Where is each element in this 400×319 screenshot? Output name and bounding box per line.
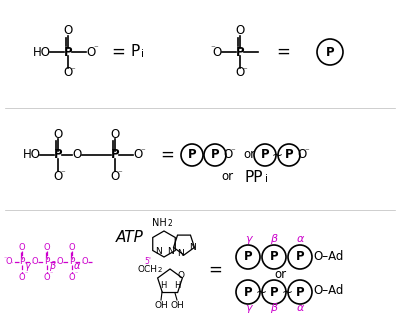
Text: N: N	[167, 248, 173, 256]
Text: P: P	[64, 46, 72, 58]
Text: P: P	[188, 149, 196, 161]
Text: ⁻: ⁻	[61, 169, 65, 179]
Text: O: O	[297, 149, 307, 161]
Text: HO: HO	[23, 149, 41, 161]
Text: ⁻: ⁻	[305, 147, 309, 157]
Text: HO: HO	[33, 46, 51, 58]
Text: 5': 5'	[144, 257, 152, 266]
Text: α: α	[74, 261, 80, 271]
Text: O: O	[235, 25, 245, 38]
Text: PP: PP	[245, 169, 263, 184]
Text: γ: γ	[24, 261, 30, 271]
Text: O: O	[72, 149, 82, 161]
Text: O: O	[86, 46, 96, 58]
Text: =: =	[276, 43, 290, 61]
Text: 2: 2	[158, 267, 162, 273]
Text: O: O	[69, 272, 75, 281]
Text: O: O	[19, 272, 25, 281]
Text: O: O	[110, 128, 120, 140]
Text: ~: ~	[256, 286, 266, 299]
Text: ~: ~	[282, 286, 292, 299]
Text: H: H	[174, 281, 180, 291]
Text: P: P	[69, 257, 75, 266]
Text: P: P	[285, 149, 293, 161]
Text: β: β	[270, 303, 278, 313]
Text: P: P	[296, 286, 304, 299]
Text: P: P	[130, 43, 140, 58]
Text: ⁻: ⁻	[118, 169, 122, 179]
Text: P: P	[244, 250, 252, 263]
Text: O: O	[6, 257, 12, 266]
Text: N: N	[178, 249, 184, 257]
Text: or: or	[243, 149, 255, 161]
Text: H: H	[160, 281, 166, 291]
Text: O: O	[53, 169, 63, 182]
Text: P: P	[19, 257, 25, 266]
Text: i: i	[140, 49, 144, 59]
Text: N: N	[190, 243, 196, 253]
Text: O: O	[82, 257, 88, 266]
Text: OH: OH	[170, 301, 184, 310]
Text: γ: γ	[245, 303, 251, 313]
Text: ⁻: ⁻	[243, 66, 247, 76]
Text: ⁻: ⁻	[49, 272, 53, 278]
Text: O: O	[44, 272, 50, 281]
Text: P: P	[244, 286, 252, 299]
Text: or: or	[274, 268, 286, 280]
Text: NH: NH	[152, 218, 166, 228]
Text: O: O	[53, 128, 63, 140]
Text: P: P	[44, 257, 50, 266]
Text: O: O	[63, 25, 73, 38]
Text: ATP: ATP	[116, 229, 144, 244]
Text: O: O	[32, 257, 38, 266]
Text: P: P	[261, 149, 269, 161]
Text: =: =	[111, 43, 125, 61]
Text: =: =	[208, 261, 222, 279]
Text: P: P	[296, 250, 304, 263]
Text: P: P	[54, 149, 62, 161]
Text: P: P	[270, 250, 278, 263]
Text: α: α	[296, 234, 304, 244]
Text: O: O	[212, 46, 222, 58]
Text: i: i	[264, 174, 268, 184]
Text: O: O	[19, 242, 25, 251]
Text: ~: ~	[272, 149, 282, 161]
Text: P: P	[111, 149, 119, 161]
Text: O: O	[133, 149, 143, 161]
Text: OH: OH	[154, 301, 168, 310]
Text: O: O	[223, 149, 233, 161]
Text: α: α	[296, 303, 304, 313]
Text: O: O	[63, 66, 73, 79]
Text: O: O	[178, 271, 184, 280]
Text: O: O	[44, 242, 50, 251]
Text: ⁻: ⁻	[24, 272, 28, 278]
Text: O: O	[69, 242, 75, 251]
Text: ⁻: ⁻	[94, 44, 98, 54]
Text: O: O	[57, 257, 63, 266]
Text: γ: γ	[245, 234, 251, 244]
Text: ⁻: ⁻	[71, 66, 75, 76]
Text: P: P	[326, 46, 334, 58]
Text: or: or	[221, 170, 233, 183]
Text: O: O	[235, 66, 245, 79]
Text: O: O	[110, 169, 120, 182]
Text: =: =	[160, 146, 174, 164]
Text: OCH: OCH	[138, 265, 158, 275]
Text: O–Ad: O–Ad	[313, 249, 343, 263]
Text: N: N	[155, 248, 161, 256]
Text: ⁻: ⁻	[74, 272, 78, 278]
Text: P: P	[211, 149, 219, 161]
Text: ⁻: ⁻	[231, 147, 235, 157]
Text: P: P	[270, 286, 278, 299]
Text: O–Ad: O–Ad	[313, 285, 343, 298]
Text: ⁻: ⁻	[141, 147, 145, 157]
Text: ⁻: ⁻	[211, 44, 215, 54]
Text: ⁻: ⁻	[3, 257, 7, 262]
Text: 2: 2	[168, 219, 172, 227]
Text: β: β	[270, 234, 278, 244]
Text: β: β	[49, 261, 55, 271]
Text: P: P	[236, 46, 244, 58]
